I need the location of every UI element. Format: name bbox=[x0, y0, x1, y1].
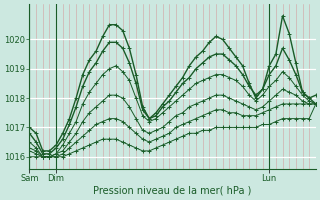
X-axis label: Pression niveau de la mer( hPa ): Pression niveau de la mer( hPa ) bbox=[93, 186, 252, 196]
